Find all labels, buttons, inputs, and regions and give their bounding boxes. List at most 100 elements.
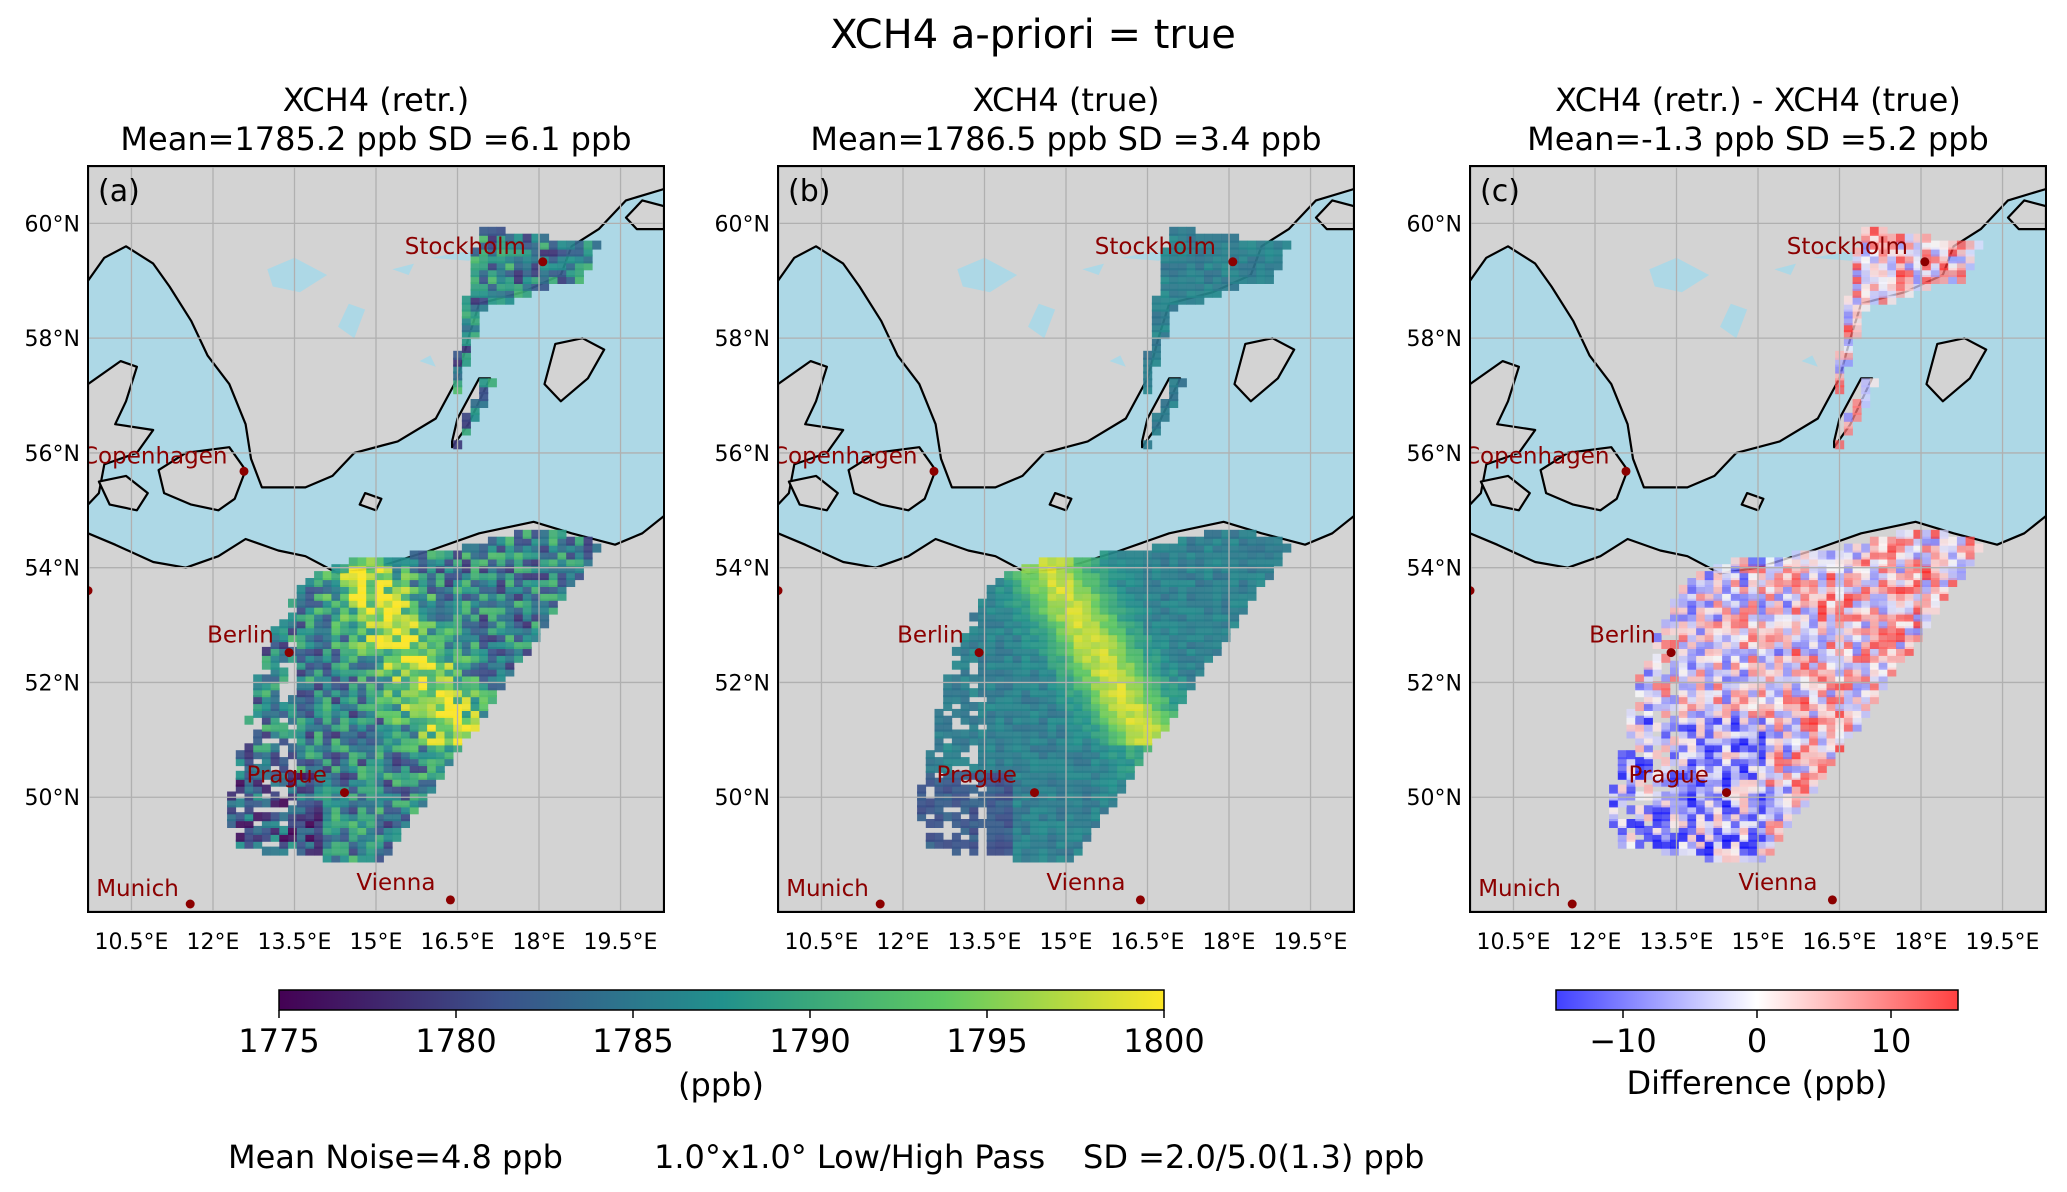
data-pixel	[392, 736, 402, 746]
data-pixel	[1030, 736, 1040, 746]
data-pixel	[1739, 688, 1749, 698]
data-pixel	[1108, 653, 1118, 663]
data-pixel	[1134, 605, 1144, 615]
data-pixel	[1186, 233, 1196, 243]
data-pixel	[1678, 825, 1688, 835]
data-pixel	[1704, 612, 1714, 622]
data-pixel	[583, 536, 593, 546]
data-pixel	[1082, 612, 1092, 622]
data-pixel	[1670, 598, 1679, 608]
data-pixel	[461, 419, 471, 429]
landmass	[97, 474, 149, 512]
data-pixel	[1774, 770, 1784, 780]
data-pixel	[1160, 646, 1170, 656]
data-pixel	[1713, 722, 1723, 732]
data-swath	[1609, 226, 1984, 863]
data-pixel	[1264, 268, 1274, 278]
data-pixel	[1817, 640, 1827, 649]
data-pixel	[1021, 605, 1031, 615]
data-pixel	[548, 598, 558, 608]
data-pixel	[1212, 598, 1222, 608]
data-pixel	[1256, 571, 1266, 581]
data-pixel	[1791, 750, 1801, 760]
data-pixel	[427, 646, 437, 656]
data-pixel	[1739, 750, 1749, 760]
data-pixel	[1739, 591, 1749, 601]
data-pixel	[1896, 646, 1905, 656]
landmass	[624, 199, 664, 231]
data-pixel	[296, 729, 306, 739]
data-pixel	[1082, 708, 1092, 718]
data-pixel	[943, 702, 953, 711]
data-pixel	[383, 653, 393, 663]
data-pixel	[1626, 722, 1636, 732]
data-pixel	[1878, 633, 1888, 643]
data-pixel	[1869, 640, 1879, 649]
data-pixel	[1195, 667, 1205, 677]
data-pixel	[1160, 254, 1170, 264]
data-pixel	[1064, 564, 1074, 574]
data-pixel	[1739, 757, 1749, 767]
data-pixel	[357, 825, 367, 835]
data-pixel	[348, 770, 358, 780]
data-pixel	[479, 578, 489, 587]
data-pixel	[1904, 571, 1914, 581]
data-pixel	[925, 839, 935, 849]
data-pixel	[1904, 529, 1914, 539]
data-pixel	[1204, 268, 1213, 278]
data-pixel	[1643, 702, 1653, 711]
data-pixel	[1861, 688, 1871, 698]
data-pixel	[1064, 591, 1074, 601]
data-pixel	[1887, 543, 1897, 553]
data-pixel	[348, 605, 358, 615]
data-pixel	[969, 653, 979, 663]
data-pixel	[522, 578, 532, 587]
data-pixel	[1765, 729, 1775, 739]
data-pixel	[934, 757, 944, 767]
data-pixel	[487, 633, 497, 643]
data-pixel	[1177, 688, 1187, 698]
data-pixel	[1774, 729, 1784, 739]
data-pixel	[1099, 591, 1109, 601]
data-pixel	[1869, 605, 1879, 615]
data-pixel	[1852, 715, 1862, 725]
data-pixel	[1861, 626, 1871, 636]
data-pixel	[1661, 819, 1671, 828]
data-pixel	[348, 695, 358, 705]
data-pixel	[1774, 640, 1784, 649]
data-pixel	[1861, 640, 1871, 649]
data-pixel	[1948, 240, 1958, 250]
data-pixel	[934, 805, 944, 815]
data-pixel	[1704, 626, 1714, 636]
data-pixel	[374, 750, 384, 760]
data-pixel	[487, 640, 497, 649]
data-pixel	[1012, 777, 1022, 787]
data-pixel	[934, 743, 944, 753]
data-pixel	[322, 722, 332, 732]
data-pixel	[331, 626, 341, 636]
data-pixel	[1264, 564, 1274, 574]
panel-label: (c)	[1480, 174, 1520, 209]
data-pixel	[1661, 846, 1671, 856]
data-pixel	[1169, 605, 1179, 615]
data-pixel	[1852, 571, 1862, 581]
data-pixel	[1064, 736, 1074, 746]
data-pixel	[1713, 708, 1723, 718]
data-pixel	[1791, 791, 1801, 801]
data-pixel	[1904, 564, 1914, 574]
data-pixel	[1247, 578, 1257, 587]
city-label: Munich	[786, 876, 869, 902]
data-pixel	[1826, 605, 1836, 615]
data-pixel	[1091, 619, 1100, 629]
data-pixel	[1091, 812, 1100, 822]
data-pixel	[1678, 695, 1688, 705]
data-pixel	[1160, 412, 1170, 422]
data-pixel	[1038, 812, 1048, 822]
data-pixel	[461, 646, 471, 656]
data-pixel	[366, 653, 376, 663]
data-pixel	[314, 805, 324, 815]
data-pixel	[995, 578, 1005, 587]
data-pixel	[943, 777, 953, 787]
data-pixel	[995, 832, 1005, 842]
data-pixel	[1169, 667, 1179, 677]
